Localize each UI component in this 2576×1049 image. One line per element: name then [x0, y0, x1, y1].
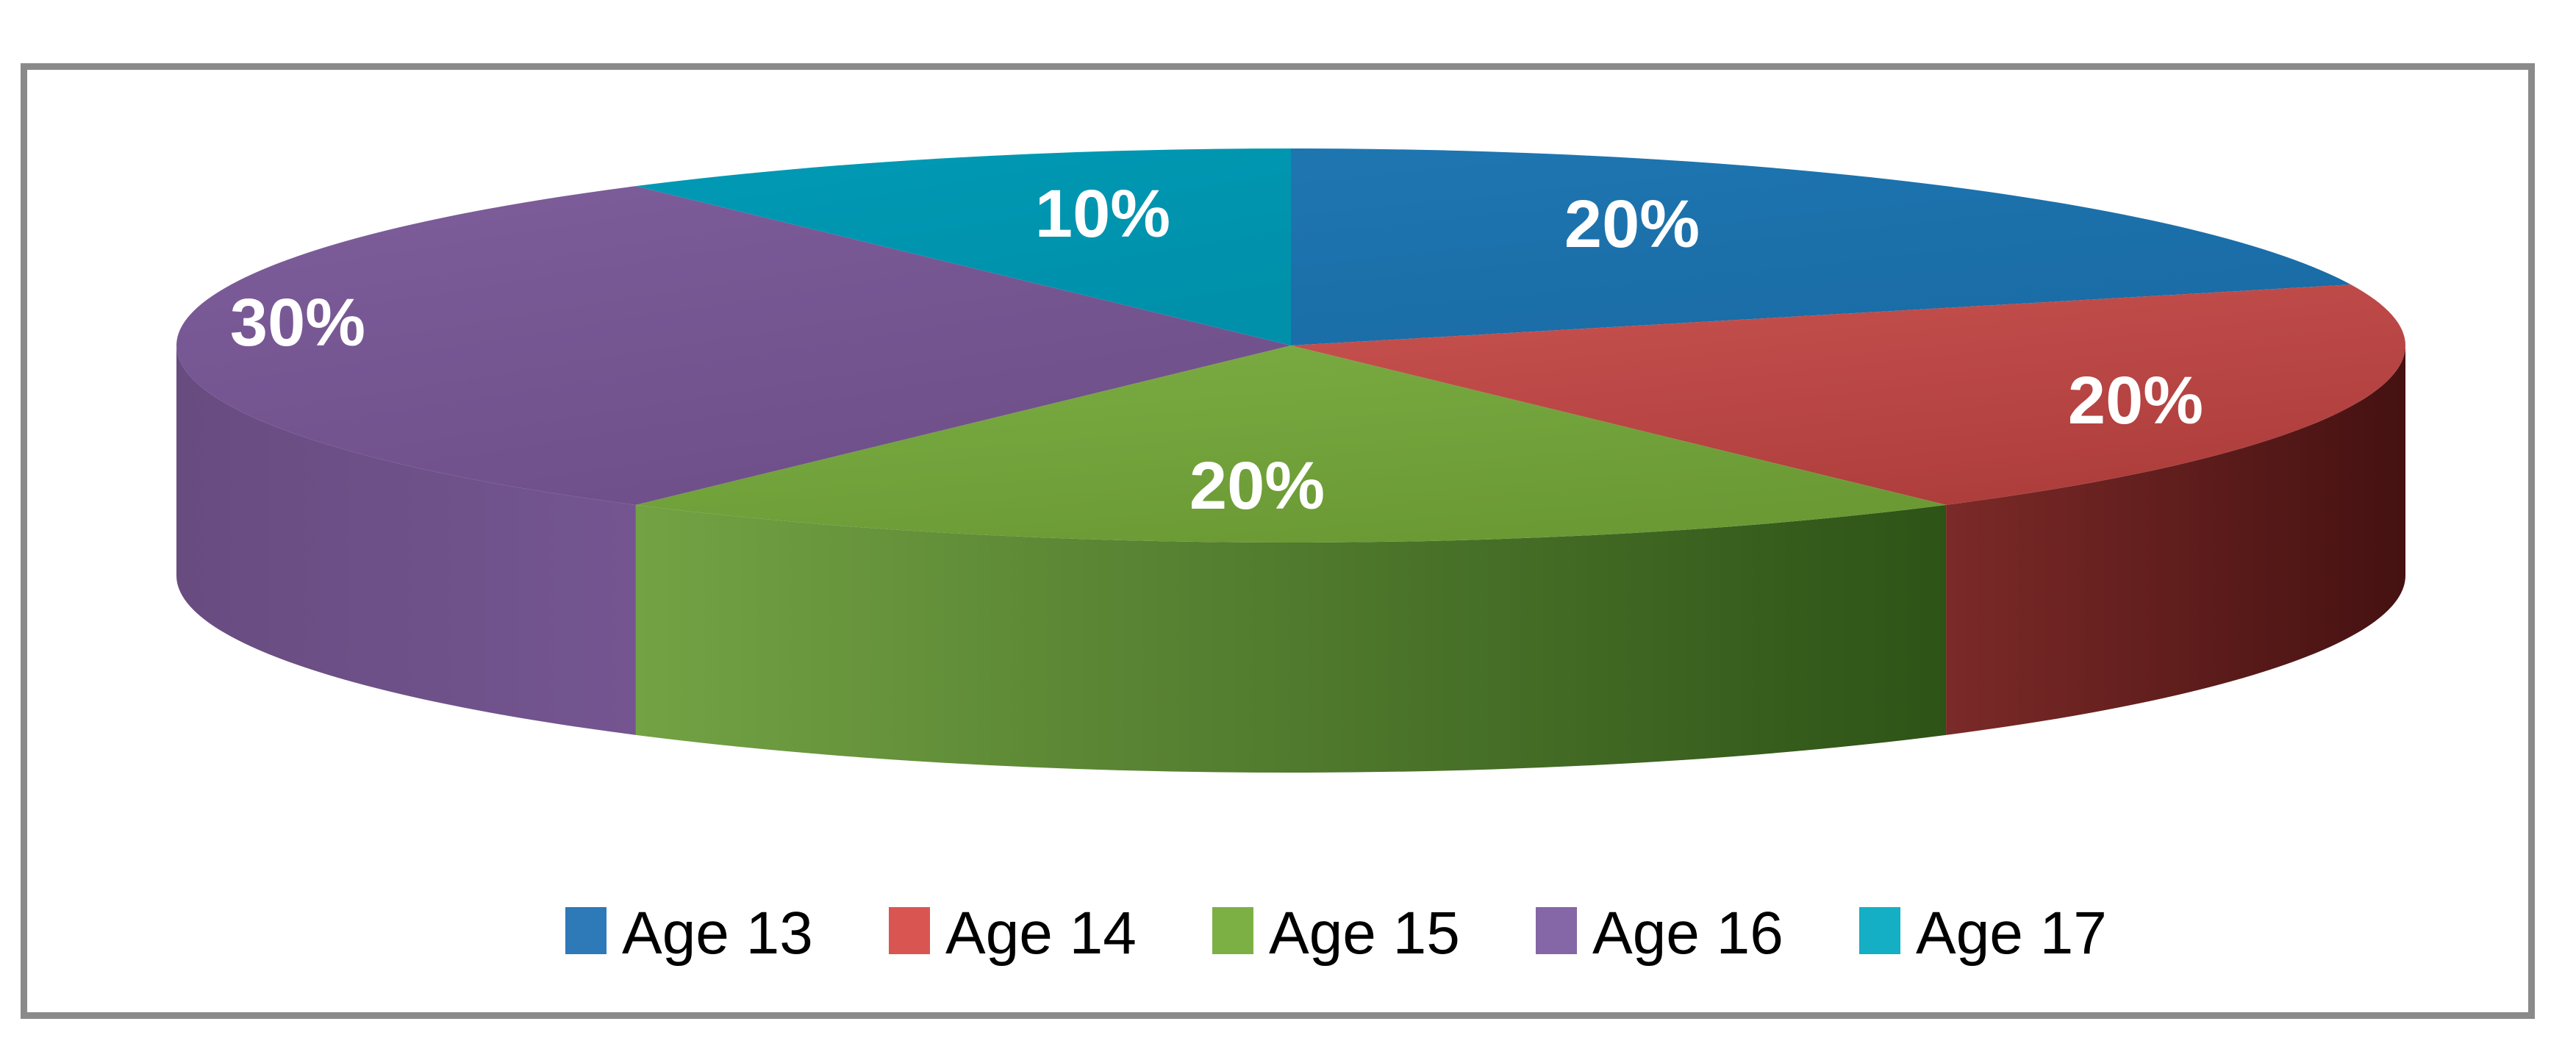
chart-legend: Age 13 Age 14 Age 15 Age 16 Age 17 — [565, 900, 2107, 967]
legend-item-age-13: Age 13 — [565, 900, 813, 967]
pie-slice-side-age-16 — [176, 346, 636, 735]
pie-data-labels: 20% 20% 20% 30% 10% — [230, 176, 2203, 523]
legend-item-age-14: Age 14 — [889, 900, 1137, 967]
legend-swatch-age-15 — [1212, 907, 1253, 954]
pie-slice-age-15 — [635, 346, 1947, 543]
pie-slice-side-age-15 — [635, 504, 1947, 773]
legend-swatch-age-16 — [1536, 907, 1577, 954]
legend-label-age-13: Age 13 — [622, 900, 813, 967]
legend-swatch-age-17 — [1859, 907, 1900, 954]
legend-swatch-age-13 — [565, 907, 607, 954]
pie-slice-side-age-14 — [1946, 346, 2405, 735]
legend-item-age-17: Age 17 — [1859, 900, 2107, 967]
pie-slices — [176, 148, 2406, 543]
legend-item-age-15: Age 15 — [1212, 900, 1460, 967]
data-label-age-17: 10% — [1035, 176, 1170, 251]
pie-slice-age-16 — [176, 186, 1291, 505]
legend-label-age-14: Age 14 — [945, 900, 1137, 967]
legend-label-age-17: Age 17 — [1916, 900, 2107, 967]
legend-label-age-15: Age 15 — [1269, 900, 1460, 967]
legend-swatch-age-14 — [889, 907, 930, 954]
legend-label-age-16: Age 16 — [1592, 900, 1783, 967]
data-label-age-16: 30% — [230, 285, 365, 360]
data-label-age-13: 20% — [1564, 187, 1700, 262]
data-label-age-15: 20% — [1189, 448, 1325, 523]
legend-item-age-16: Age 16 — [1536, 900, 1783, 967]
pie-slice-age-17 — [635, 148, 1291, 346]
pie-slice-age-14 — [1291, 284, 2406, 505]
pie-slice-age-13 — [1291, 148, 2351, 346]
pie-side-walls — [176, 346, 2405, 773]
data-label-age-14: 20% — [2068, 363, 2203, 438]
